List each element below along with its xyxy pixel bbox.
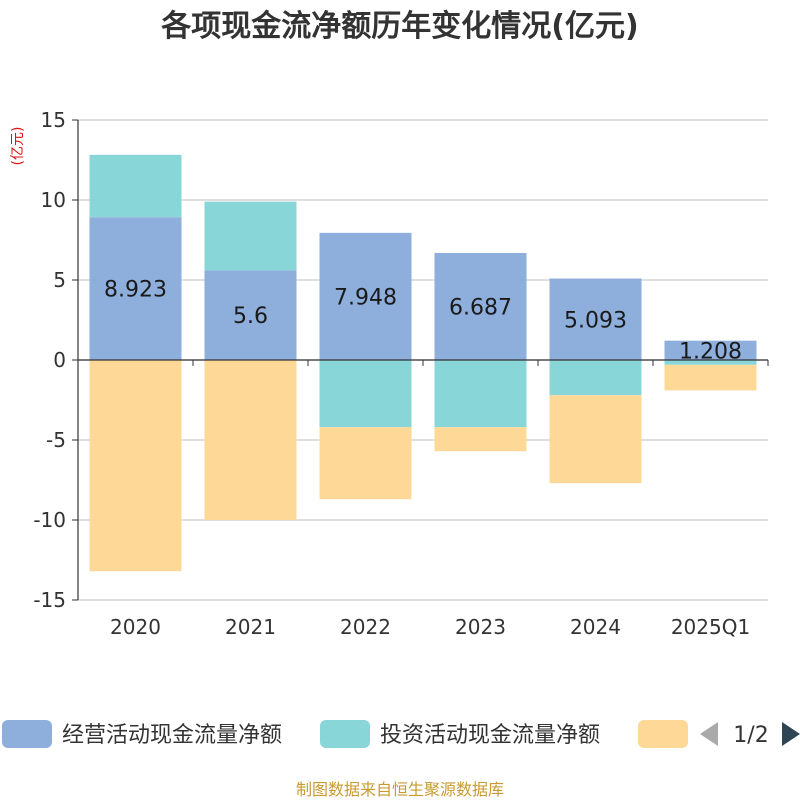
legend-prev-icon[interactable] [700, 722, 718, 746]
bar-series-2-2022 [319, 360, 412, 428]
data-label: 5.6 [233, 304, 268, 329]
bar-series-1-2020 [89, 217, 182, 360]
x-tick-label: 2020 [110, 615, 161, 639]
legend-label[interactable]: 投资活动现金流量净额 [380, 723, 600, 748]
data-label: 5.093 [564, 308, 627, 333]
data-labels: 8.923 5.6 7.948 6.687 5.093 1.208 [104, 278, 742, 365]
bar-series-1-2024 [549, 278, 642, 360]
chart-title: 各项现金流净额历年变化情况(亿元) [160, 9, 638, 44]
source-note: 制图数据来自恒生聚源数据库 [296, 780, 504, 799]
bar-series-1-2021 [204, 270, 297, 360]
legend-swatch[interactable] [320, 720, 370, 748]
bar-series-2-2025Q1 [664, 360, 757, 365]
data-label: 7.948 [334, 285, 397, 310]
data-label: 6.687 [449, 296, 512, 321]
bar-series-3-2025Q1 [664, 364, 757, 391]
bar-series-3-2023 [434, 427, 527, 452]
legend[interactable]: 经营活动现金流量净额 投资活动现金流量净额 1/2 [2, 720, 800, 748]
y-tick-label: 10 [41, 188, 66, 212]
bar-series-1-2025Q1 [664, 340, 757, 360]
legend-label[interactable]: 经营活动现金流量净额 [62, 723, 282, 748]
bars [89, 154, 757, 572]
bar-series-3-2024 [549, 395, 642, 484]
bar-series-2-2023 [434, 360, 527, 428]
bar-series-1-2023 [434, 253, 527, 360]
y-tick-label: -10 [33, 508, 66, 532]
x-tick-label: 2024 [570, 615, 621, 639]
bar-series-2-2021 [204, 201, 297, 271]
x-tick-label: 2021 [225, 615, 276, 639]
legend-swatch[interactable] [2, 720, 52, 748]
y-axis-unit: (亿元) [10, 127, 26, 166]
bar-series-2-2024 [549, 360, 642, 396]
axes: 15 10 5 0 -5 -10 -15 2020 2021 2022 2023 2024 2025Q1 [33, 108, 769, 639]
y-tick-label: 5 [53, 268, 66, 292]
x-tick-label: 2022 [340, 615, 391, 639]
bar-series-1-2022 [319, 232, 412, 360]
bar-series-3-2022 [319, 427, 412, 500]
y-tick-label: -5 [46, 428, 66, 452]
bar-series-3-2020 [89, 360, 182, 572]
legend-next-icon[interactable] [782, 722, 800, 746]
legend-page-indicator: 1/2 [733, 723, 768, 748]
y-tick-label: -15 [33, 588, 66, 612]
data-label: 1.208 [679, 339, 742, 364]
bar-series-2-2020 [89, 154, 182, 218]
bar-series-3-2021 [204, 360, 297, 520]
y-tick-label: 15 [41, 108, 66, 132]
legend-swatch[interactable] [638, 720, 688, 748]
y-tick-label: 0 [53, 348, 66, 372]
data-label: 8.923 [104, 278, 167, 303]
x-tick-label: 2025Q1 [671, 615, 750, 639]
x-tick-label: 2023 [455, 615, 506, 639]
